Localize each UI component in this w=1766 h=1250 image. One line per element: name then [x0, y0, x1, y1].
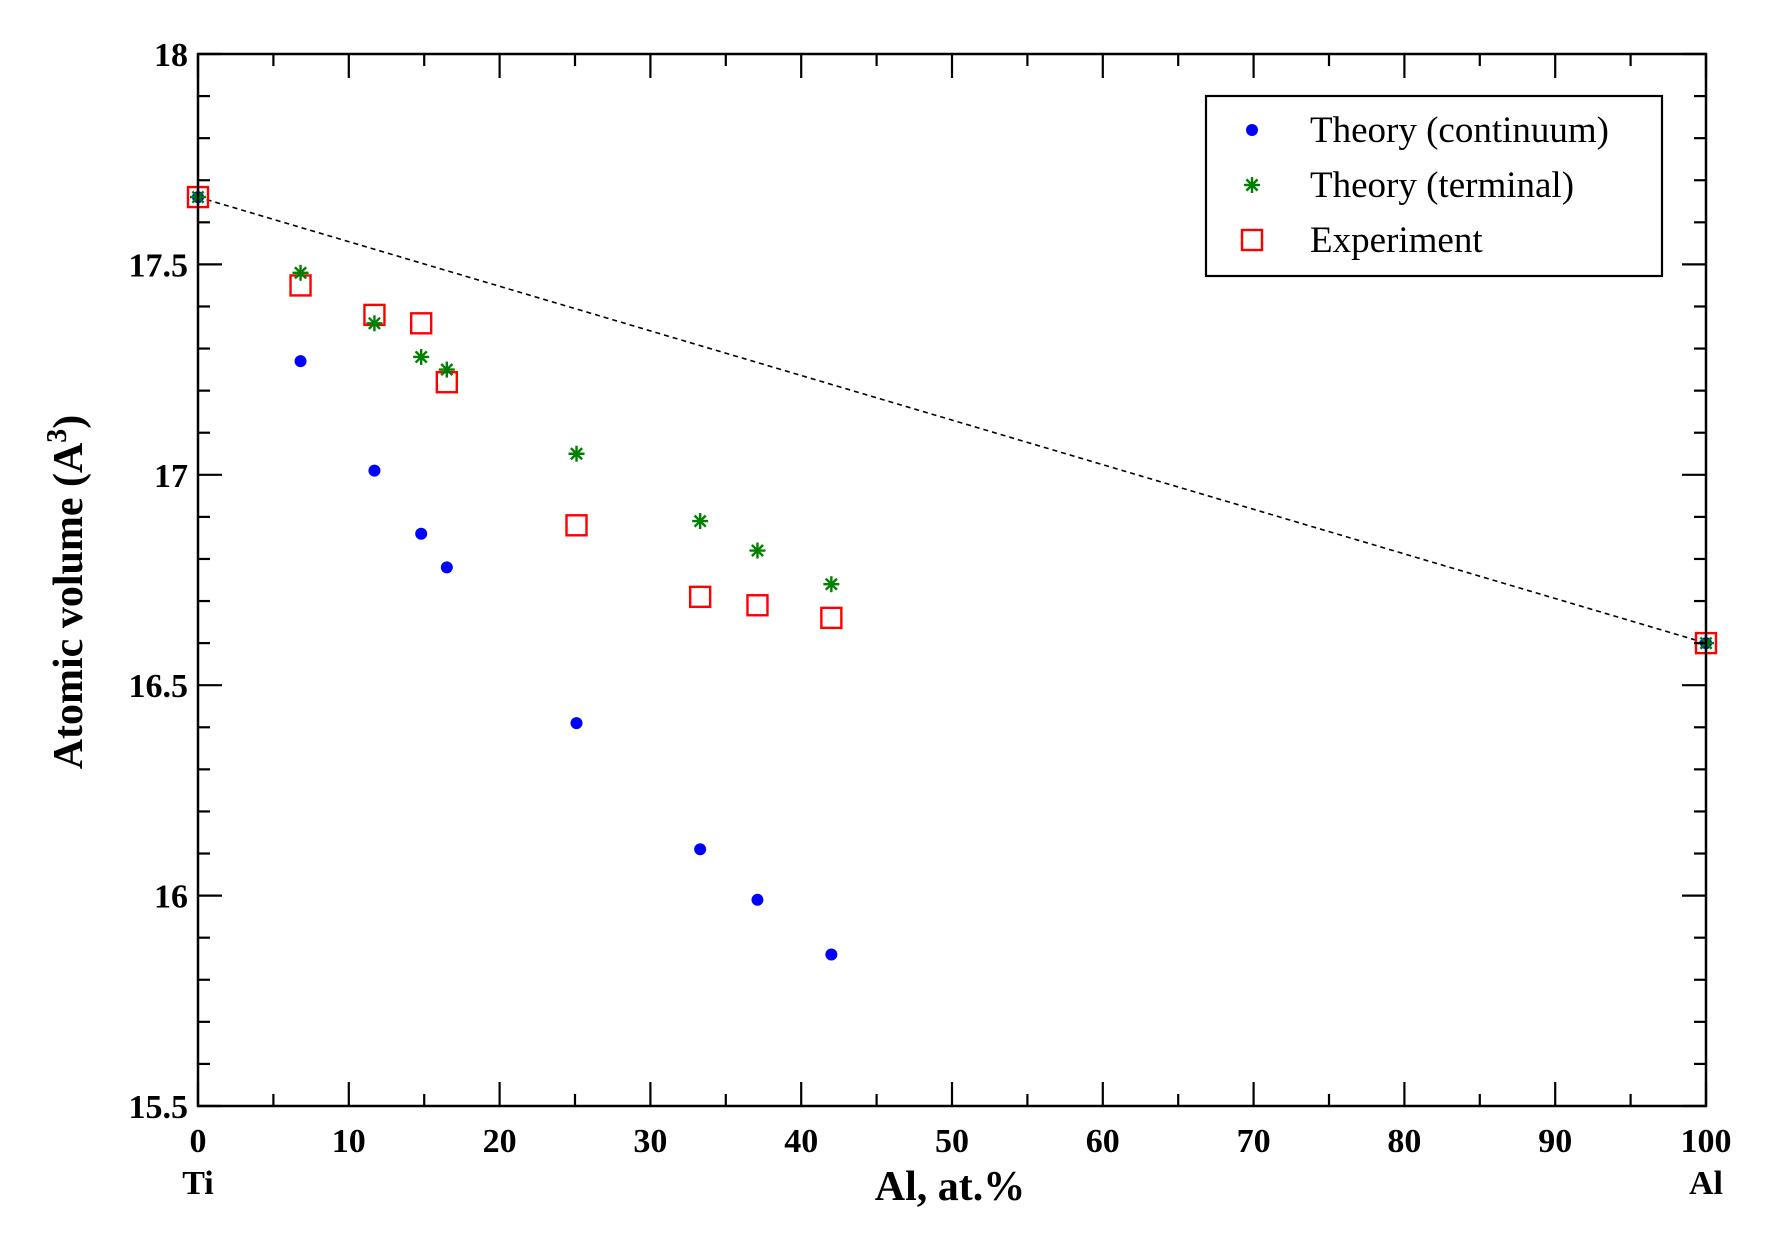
x-tick-label: 50	[935, 1123, 969, 1160]
y-axis-title-superscript: 3	[42, 429, 73, 443]
point-asterisk-5	[568, 445, 585, 462]
x-tick-label: 100	[1681, 1123, 1732, 1160]
x-tick-label: 30	[633, 1123, 667, 1160]
point-square-8	[820, 606, 843, 630]
point-asterisk-8	[823, 576, 840, 593]
legend: Theory (continuum) Theory (terminal) Exper…	[1204, 94, 1664, 278]
x-axis-title: Al, at.%	[875, 1164, 1026, 1210]
asterisk-stroke	[367, 316, 381, 330]
asterisk-stroke	[570, 447, 583, 461]
point-asterisk-3	[413, 348, 430, 365]
legend-label: Experiment	[1310, 220, 1483, 261]
x-end-label-left: Ti	[182, 1165, 214, 1202]
x-tick-label: 80	[1387, 1123, 1421, 1160]
plot-layer	[186, 185, 1718, 961]
point-circle-1	[294, 355, 307, 368]
axis-layer: 0 10 20 30 40 50 60 70 80 90 100 Ti Al 15.5 16 16.5 17 17…	[129, 37, 1732, 1202]
x-tick-label: 90	[1538, 1123, 1572, 1160]
y-tick-label: 15.5	[129, 1089, 189, 1126]
point-circle-2	[368, 464, 381, 477]
point-asterisk-4	[438, 361, 455, 378]
x-tick-label: 40	[784, 1123, 818, 1160]
point-square-7	[746, 594, 769, 617]
point-square-3	[409, 312, 433, 335]
asterisk-stroke	[824, 577, 838, 591]
point-circle-7	[751, 893, 764, 906]
y-tick-label: 17.5	[129, 247, 189, 284]
point-circle-3	[415, 527, 428, 540]
point-circle-5	[570, 717, 583, 730]
x-tick-label: 70	[1237, 1123, 1271, 1160]
legend-label: Theory (continuum)	[1310, 110, 1609, 151]
x-tick-label: 10	[332, 1123, 366, 1160]
x-end-label-right: Al	[1689, 1165, 1723, 1202]
asterisk-stroke	[1245, 178, 1259, 192]
asterisk-stroke	[693, 514, 707, 528]
point-asterisk-6	[692, 513, 709, 530]
asterisk-stroke	[414, 350, 428, 364]
y-axis-title-main: Atomic volume (A	[46, 442, 92, 769]
x-tick-label: 20	[483, 1123, 517, 1160]
point-asterisk-2	[366, 315, 383, 332]
legend-marker-circle	[1246, 124, 1258, 136]
y-tick-label: 17	[154, 458, 188, 495]
y-axis-title: Atomic volume (A3)	[42, 415, 92, 770]
legend-marker-asterisk	[1244, 177, 1260, 193]
point-circle-4	[440, 561, 453, 574]
y-tick-label: 18	[154, 37, 188, 74]
asterisk-stroke	[440, 363, 454, 377]
point-square-6	[688, 585, 712, 609]
legend-box	[1204, 94, 1664, 278]
point-asterisk-7	[749, 542, 766, 559]
y-axis-title-suffix: )	[46, 415, 92, 429]
point-circle-8	[825, 948, 838, 961]
asterisk-stroke	[751, 544, 764, 557]
point-asterisk-1	[292, 264, 309, 281]
reference-dashed-line	[197, 196, 1707, 644]
y-tick-label: 16.5	[129, 668, 189, 705]
point-square-5	[565, 514, 588, 537]
y-tick-label: 16	[154, 879, 188, 916]
x-tick-label: 0	[190, 1123, 207, 1160]
axis-titles: Al, at.% Atomic volume (A3)	[42, 415, 1025, 1210]
legend-marker-square	[1240, 228, 1264, 252]
x-tick-label: 60	[1086, 1123, 1120, 1160]
point-circle-6	[694, 843, 707, 856]
asterisk-stroke	[294, 266, 307, 280]
legend-label: Theory (terminal)	[1310, 165, 1574, 206]
